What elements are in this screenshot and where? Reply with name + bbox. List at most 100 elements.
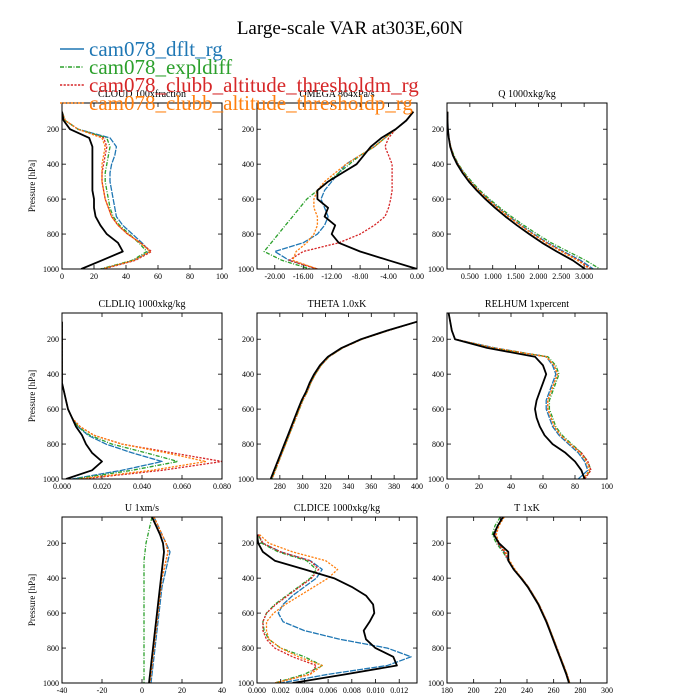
x-tick-label: -20.00 [264,272,285,281]
x-tick-label: 2.000 [529,272,547,281]
x-tick-label: 0.00 [410,272,424,281]
x-tick-label: 0 [140,686,144,695]
panel-frame [256,312,418,480]
series-group [62,111,153,269]
series-line-3 [62,111,153,269]
x-tick-label: 280 [274,482,286,491]
series-group [447,111,601,269]
series-line-4 [291,111,414,269]
y-tick-label: 400 [432,370,444,379]
x-tick-label: -16.00 [293,272,314,281]
x-tick-label: 100 [216,272,228,281]
x-tick-label: 60 [539,482,547,491]
x-tick-label: 0.004 [295,686,313,695]
panel-title: CLDLIQ 1000xkg/kg [99,299,186,310]
series-group [257,534,412,683]
x-tick-label: 60 [154,272,162,281]
y-tick-label: 1000 [43,679,59,688]
series-line-3 [288,111,414,269]
x-tick-label: 40 [507,482,515,491]
panel-title: CLOUD 100xfraction [98,89,186,100]
series-line-reference [447,313,586,479]
x-tick-label: 100 [601,482,613,491]
x-tick-label: 2.500 [552,272,570,281]
panel-title: RELHUM 1xpercent [485,299,569,310]
y-tick-label: 200 [47,335,59,344]
panel-3: 0.500 1.000 1.500 2.000 2.500 3.000 200 400 600 8… [428,89,608,281]
y-axis-label: Pressure [hPa] [27,574,37,626]
panel-2: -20.00 -16.00 -12.00 -8.00 -4.00 0.00 200 400 60… [238,89,424,281]
x-tick-label: 240 [521,686,533,695]
legend-label-1: cam078_dflt_rg [89,37,223,61]
y-tick-label: 400 [432,574,444,583]
series-line-reference [62,111,124,269]
series-line-4 [62,111,151,269]
y-tick-label: 400 [47,370,59,379]
series-line-2 [62,321,179,479]
series-line-3 [257,534,320,683]
x-tick-label: 0.010 [367,686,385,695]
series-group [263,111,417,269]
y-tick-label: 800 [47,230,59,239]
series-line-reference [257,534,398,683]
x-tick-label: 0.006 [319,686,337,695]
x-tick-label: 0.500 [461,272,479,281]
panel-4: 0.000 0.020 0.040 0.060 0.080 200 400 600 800 100… [27,299,231,491]
y-tick-label: 1000 [428,475,444,484]
series-line-1 [62,111,151,269]
series-line-reference [62,321,103,479]
panel-frame [256,102,418,270]
y-tick-label: 400 [242,370,254,379]
panel-title: OMEGA 864xPa/s [299,89,374,100]
x-tick-label: 0.000 [53,482,71,491]
panel-9: 180 200 220 240 260 280 300 200 400 600 800 1000 T 1… [428,503,613,695]
panel-title: T 1xK [514,503,540,514]
x-tick-label: 0.008 [343,686,361,695]
y-tick-label: 200 [242,335,254,344]
x-tick-label: 3.000 [575,272,593,281]
panel-7: -40 -20 0 20 40 200 400 600 800 1000 U 1xm/s Pressu… [27,503,226,695]
legend-label-3: cam078_clubb_altitude_thresholdm_rg [89,73,419,97]
series-line-reference [316,111,417,269]
legend-label-2: cam078_expldiff [89,55,232,79]
y-tick-label: 1000 [238,679,254,688]
y-tick-label: 400 [242,160,254,169]
x-tick-label: 340 [342,482,354,491]
y-tick-label: 200 [242,539,254,548]
x-tick-label: 320 [320,482,332,491]
x-tick-label: 300 [601,686,613,695]
x-tick-label: 360 [365,482,377,491]
series-line-1 [62,321,163,479]
series-group [491,517,571,683]
x-tick-label: -4.00 [380,272,397,281]
series-line-reference [492,517,570,683]
y-tick-label: 400 [432,160,444,169]
legend-label-4: cam078_clubb_altitude_thresholdp_rg [89,91,413,115]
y-tick-label: 200 [432,539,444,548]
series-line-3 [62,321,222,479]
y-tick-label: 800 [47,440,59,449]
y-tick-label: 600 [432,405,444,414]
x-tick-label: 0.000 [248,686,266,695]
series-group [269,320,417,479]
y-tick-label: 800 [432,644,444,653]
y-tick-label: 800 [432,230,444,239]
y-tick-label: 1000 [43,265,59,274]
series-line-reference [148,517,165,683]
y-tick-label: 200 [432,335,444,344]
x-tick-label: 40 [122,272,130,281]
y-tick-label: 800 [47,644,59,653]
x-tick-label: -20 [97,686,108,695]
legend: cam078_dflt_rgcam078_expldiffcam078_club… [60,37,419,115]
y-tick-label: 600 [47,195,59,204]
x-tick-label: 220 [494,686,506,695]
x-tick-label: 20 [178,686,186,695]
series-line-2 [143,517,153,683]
y-tick-label: 1000 [238,475,254,484]
series-group [143,517,171,683]
series-line-4 [149,517,169,683]
x-tick-label: 400 [411,482,423,491]
y-tick-label: 600 [432,609,444,618]
